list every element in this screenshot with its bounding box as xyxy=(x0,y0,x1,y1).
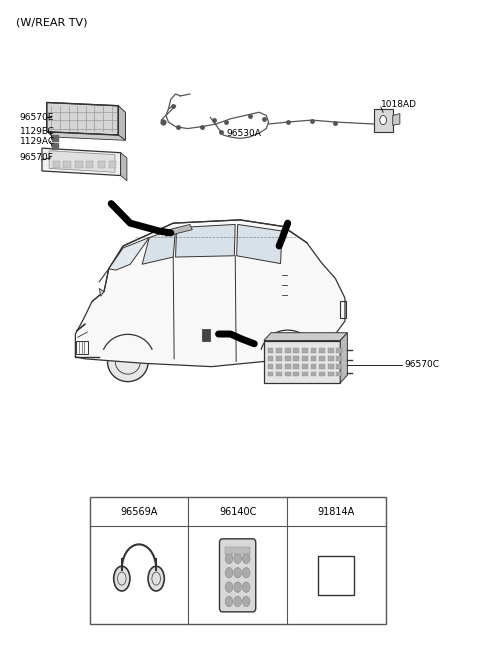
Circle shape xyxy=(234,567,241,578)
Circle shape xyxy=(225,582,233,592)
Polygon shape xyxy=(164,225,192,236)
Circle shape xyxy=(225,596,233,607)
Bar xyxy=(276,356,282,361)
Text: 96140C: 96140C xyxy=(219,507,256,517)
FancyBboxPatch shape xyxy=(219,539,256,612)
Bar xyxy=(293,372,299,377)
Bar xyxy=(276,364,282,369)
Text: 1018AD: 1018AD xyxy=(381,100,417,109)
Polygon shape xyxy=(142,229,176,264)
Polygon shape xyxy=(75,220,345,367)
Text: 96570E: 96570E xyxy=(20,113,54,122)
Bar xyxy=(302,356,308,361)
Bar xyxy=(328,356,334,361)
Text: 1129EC: 1129EC xyxy=(20,127,54,136)
Bar xyxy=(293,364,299,369)
Text: (W/REAR TV): (W/REAR TV) xyxy=(16,18,87,28)
Bar xyxy=(302,372,308,377)
Bar xyxy=(302,364,308,369)
Polygon shape xyxy=(47,102,118,135)
Bar xyxy=(328,348,334,353)
Bar xyxy=(276,348,282,353)
Bar xyxy=(268,372,274,377)
Circle shape xyxy=(234,596,241,607)
Bar xyxy=(336,364,342,369)
Text: 96570F: 96570F xyxy=(20,153,53,162)
Bar xyxy=(268,356,274,361)
Bar xyxy=(319,364,325,369)
Bar xyxy=(63,161,71,168)
Bar xyxy=(336,356,342,361)
Bar xyxy=(340,301,346,318)
Bar xyxy=(90,497,385,624)
Text: 96569A: 96569A xyxy=(120,507,157,517)
Bar xyxy=(373,109,393,132)
Bar xyxy=(98,161,105,168)
Ellipse shape xyxy=(108,343,148,382)
Circle shape xyxy=(225,553,233,563)
Polygon shape xyxy=(393,113,400,125)
Bar xyxy=(311,364,316,369)
Bar xyxy=(328,372,334,377)
Circle shape xyxy=(380,115,386,124)
Bar xyxy=(285,348,290,353)
Bar xyxy=(285,372,290,377)
Bar xyxy=(319,348,325,353)
Circle shape xyxy=(234,553,241,563)
Bar xyxy=(319,372,325,377)
Text: 91814A: 91814A xyxy=(318,507,355,517)
Text: 96570C: 96570C xyxy=(405,360,440,369)
Ellipse shape xyxy=(266,339,309,381)
Bar xyxy=(311,356,316,361)
Bar xyxy=(311,348,316,353)
Bar xyxy=(328,364,334,369)
Circle shape xyxy=(242,596,250,607)
Polygon shape xyxy=(237,225,282,263)
Bar xyxy=(336,348,342,353)
Bar xyxy=(268,348,274,353)
Bar xyxy=(268,364,274,369)
Ellipse shape xyxy=(114,566,130,591)
Polygon shape xyxy=(176,225,235,257)
Circle shape xyxy=(242,582,250,592)
Polygon shape xyxy=(42,148,120,176)
Ellipse shape xyxy=(148,566,164,591)
Bar xyxy=(225,547,250,555)
Bar xyxy=(336,372,342,377)
Polygon shape xyxy=(47,132,125,140)
Text: 96530A: 96530A xyxy=(227,128,262,138)
Polygon shape xyxy=(264,341,340,383)
Polygon shape xyxy=(99,288,104,296)
Polygon shape xyxy=(49,151,115,172)
Polygon shape xyxy=(264,333,348,341)
Bar xyxy=(318,556,354,595)
Bar xyxy=(53,161,60,168)
Polygon shape xyxy=(120,153,127,181)
Circle shape xyxy=(234,582,241,592)
Bar xyxy=(86,161,94,168)
Bar xyxy=(75,161,83,168)
Bar xyxy=(293,348,299,353)
Bar xyxy=(285,364,290,369)
Circle shape xyxy=(225,567,233,578)
Circle shape xyxy=(242,567,250,578)
Text: 1129AC: 1129AC xyxy=(20,137,55,146)
Bar xyxy=(76,341,88,354)
Bar xyxy=(285,356,290,361)
Polygon shape xyxy=(340,333,348,383)
Bar xyxy=(276,372,282,377)
Circle shape xyxy=(242,553,250,563)
Bar xyxy=(311,372,316,377)
Bar xyxy=(319,356,325,361)
Bar xyxy=(202,329,210,341)
Bar xyxy=(293,356,299,361)
Bar xyxy=(302,348,308,353)
Bar xyxy=(109,161,116,168)
Polygon shape xyxy=(109,238,149,270)
Polygon shape xyxy=(118,105,125,140)
